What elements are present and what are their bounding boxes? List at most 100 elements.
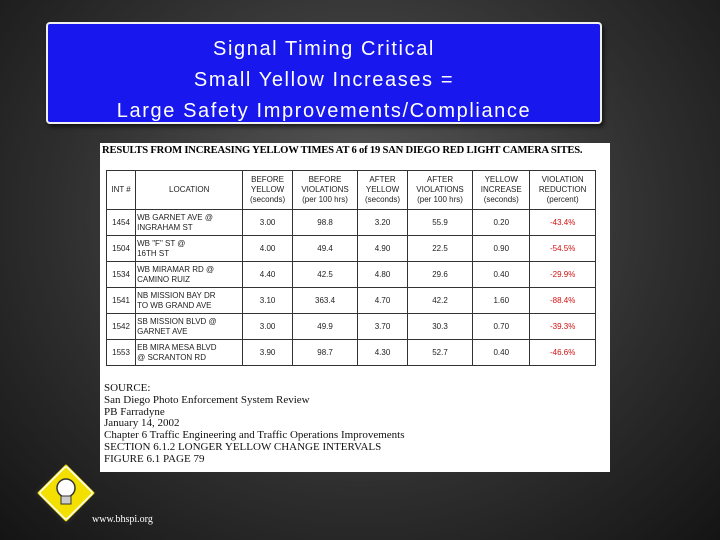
location-text: 16TH ST: [137, 248, 170, 258]
table-cell: -39.3%: [529, 313, 596, 340]
table-cell: 3.00: [242, 209, 293, 236]
table-cell: 29.6: [406, 261, 474, 288]
header-text: (seconds): [483, 195, 519, 204]
header-text: YELLOW: [365, 185, 400, 194]
source-block: SOURCE: San Diego Photo Enforcement Syste…: [104, 382, 405, 466]
header-text: (per 100 hrs): [302, 195, 348, 204]
table-cell: 1454: [105, 209, 137, 236]
table-cell: 55.9: [406, 209, 474, 236]
table-cell: 1542: [105, 313, 137, 340]
header-cell: BEFORE YELLOW (seconds): [242, 170, 293, 210]
title-line: Large Safety Improvements/Compliance: [116, 100, 532, 122]
table-figure: RESULTS FROM INCREASING YELLOW TIMES AT …: [100, 143, 610, 472]
header-text: VIOLATIONS: [301, 185, 349, 194]
title-line: Small Yellow Increases =: [193, 69, 455, 91]
header-text: VIOLATION: [541, 175, 584, 184]
table-row: 1504 WB "F" ST @16TH ST 4.00 49.4 4.90 22.5 0.…: [105, 235, 596, 262]
location-cell: EB MIRA MESA BLVD @ SCRANTON RD: [135, 339, 244, 366]
location-cell: WB GARNET AVE @ INGRAHAM ST: [135, 209, 244, 236]
title-line: Signal Timing Critical: [213, 38, 435, 60]
header-text: YELLOW: [484, 175, 518, 184]
source-line: Chapter 6 Traffic Engineering and Traffi…: [104, 429, 405, 442]
table-cell: -43.4%: [529, 209, 596, 236]
header-text: (seconds): [250, 195, 286, 204]
header-text: (seconds): [364, 195, 401, 204]
results-table: INT # LOCATION BEFORE YELLOW (seconds) BEFORE…: [105, 170, 596, 366]
lightbulb-sign: [34, 461, 98, 525]
table-cell: 0.20: [472, 209, 531, 236]
table-cell: 4.30: [357, 339, 408, 366]
location-text: WB "F" ST @: [137, 238, 186, 248]
table-cell: 1541: [105, 287, 137, 314]
table-cell: 4.90: [357, 235, 408, 262]
table-cell: 0.90: [472, 235, 531, 262]
location-cell: SB MISSION BLVD @ GARNET AVE: [135, 313, 244, 340]
source-line: PB Farradyne: [104, 405, 165, 418]
table-row: 1541 NB MISSION BAY DR TO WB GRAND AVE 3.10…: [105, 287, 596, 314]
source-line: SECTION 6.1.2 LONGER YELLOW CHANGE INTER…: [104, 440, 382, 453]
table-cell: 0.40: [472, 339, 531, 366]
table-cell: 3.20: [357, 209, 408, 236]
table-cell: 30.3: [406, 313, 474, 340]
table-cell: 49.4: [291, 235, 359, 262]
header-text: INT #: [111, 185, 131, 194]
header-text: AFTER: [369, 175, 396, 184]
location-text: TO WB GRAND AVE: [137, 300, 212, 310]
table-cell: 52.7: [406, 339, 474, 366]
location-text: WB GARNET AVE @: [137, 212, 213, 222]
location-text: INGRAHAM ST: [137, 222, 193, 232]
header-text: LOCATION: [169, 185, 210, 194]
header-text: BEFORE: [251, 175, 285, 184]
table-cell: 98.8: [291, 209, 359, 236]
table-cell: 3.00: [242, 313, 293, 340]
header-cell: VIOLATION REDUCTION (percent): [529, 170, 596, 210]
table-cell: 3.90: [242, 339, 293, 366]
table-caption: RESULTS FROM INCREASING YELLOW TIMES AT …: [102, 145, 583, 156]
header-cell: YELLOW INCREASE (seconds): [472, 170, 531, 210]
location-text: SB MISSION BLVD @: [137, 316, 217, 326]
table-cell: 1534: [105, 261, 137, 288]
table-row: 1542 SB MISSION BLVD @ GARNET AVE 3.00 49.9 3…: [105, 313, 596, 340]
table-cell: -88.4%: [529, 287, 596, 314]
location-text: GARNET AVE: [137, 326, 188, 336]
source-line: SOURCE:: [104, 382, 151, 394]
header-cell: LOCATION: [135, 170, 244, 210]
table-row: 1553 EB MIRA MESA BLVD @ SCRANTON RD 3.90 98…: [105, 339, 596, 366]
table-cell: 1553: [105, 339, 137, 366]
table-cell: 1504: [105, 235, 137, 262]
title-box: Signal Timing Critical Small Yellow Incre…: [46, 22, 602, 124]
header-text: BEFORE: [308, 175, 342, 184]
header-text: REDUCTION: [538, 185, 587, 194]
header-cell: AFTER YELLOW (seconds): [357, 170, 408, 210]
table-cell: 4.40: [242, 261, 293, 288]
table-cell: 363.4: [291, 287, 359, 314]
header-row: INT # LOCATION BEFORE YELLOW (seconds) BEFORE…: [105, 170, 596, 210]
table-cell: 4.70: [357, 287, 408, 314]
table-cell: 4.80: [357, 261, 408, 288]
location-text: NB MISSION BAY DR: [137, 290, 216, 300]
table-cell: -46.6%: [529, 339, 596, 366]
table-cell: 4.00: [242, 235, 293, 262]
location-text: @ SCRANTON RD: [137, 352, 206, 362]
table-cell: 42.5: [291, 261, 359, 288]
header-cell: BEFORE VIOLATIONS (per 100 hrs): [291, 170, 359, 210]
header-cell: AFTER VIOLATIONS (per 100 hrs): [406, 170, 474, 210]
location-cell: WB MIRAMAR RD @ CAMINO RUIZ: [135, 261, 244, 288]
table-cell: 22.5: [406, 235, 474, 262]
location-cell: NB MISSION BAY DR TO WB GRAND AVE: [135, 287, 244, 314]
table-cell: -29.9%: [529, 261, 596, 288]
table-cell: 0.70: [472, 313, 531, 340]
table-cell: 1.60: [472, 287, 531, 314]
table-row: 1534 WB MIRAMAR RD @ CAMINO RUIZ 4.40 42.5 4.…: [105, 261, 596, 288]
table-cell: -54.5%: [529, 235, 596, 262]
header-text: YELLOW: [250, 185, 285, 194]
location-text: CAMINO RUIZ: [137, 274, 190, 284]
header-cell: INT #: [105, 170, 137, 210]
table-cell: 98.7: [291, 339, 359, 366]
table-cell: 42.2: [406, 287, 474, 314]
header-text: INCREASE: [480, 185, 522, 194]
header-text: VIOLATIONS: [416, 185, 464, 194]
source-line: January 14, 2002: [104, 417, 180, 430]
location-text: EB MIRA MESA BLVD: [137, 342, 217, 352]
source-line: San Diego Photo Enforcement System Revie…: [104, 393, 310, 406]
